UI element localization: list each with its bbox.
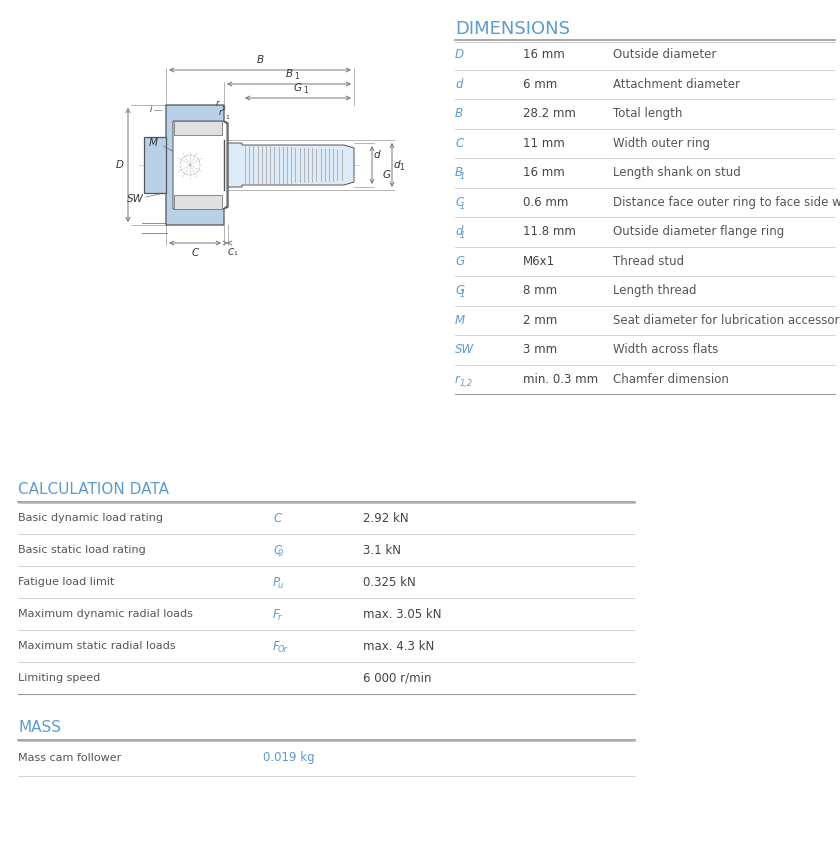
Text: r: r — [216, 99, 219, 108]
Text: 6 000 r/min: 6 000 r/min — [363, 671, 432, 684]
Text: r: r — [278, 614, 281, 622]
Text: M6x1: M6x1 — [523, 254, 555, 268]
Text: Thread stud: Thread stud — [613, 254, 684, 268]
Text: DIMENSIONS: DIMENSIONS — [455, 20, 570, 38]
Text: Basic static load rating: Basic static load rating — [18, 545, 146, 555]
Text: P: P — [273, 575, 280, 589]
Text: Mass cam follower: Mass cam follower — [18, 753, 121, 763]
Text: max. 3.05 kN: max. 3.05 kN — [363, 608, 442, 620]
Text: 2.92 kN: 2.92 kN — [363, 511, 408, 524]
Polygon shape — [174, 195, 222, 209]
Text: Width outer ring: Width outer ring — [613, 137, 710, 150]
Text: 8 mm: 8 mm — [523, 284, 557, 297]
Text: Seat diameter for lubrication accessories: Seat diameter for lubrication accessorie… — [613, 314, 840, 327]
Text: G: G — [455, 254, 465, 268]
Text: C: C — [455, 196, 463, 208]
Polygon shape — [224, 143, 354, 187]
Text: Maximum dynamic radial loads: Maximum dynamic radial loads — [18, 609, 193, 619]
Text: 1: 1 — [303, 86, 307, 95]
Text: d: d — [374, 150, 381, 160]
Text: C: C — [273, 544, 281, 557]
Text: G: G — [455, 284, 465, 297]
Text: u: u — [278, 581, 283, 591]
Text: C: C — [192, 248, 198, 258]
Text: B: B — [455, 107, 463, 120]
Text: 0.6 mm: 0.6 mm — [523, 196, 569, 208]
Text: Limiting speed: Limiting speed — [18, 673, 100, 683]
Text: 16 mm: 16 mm — [523, 166, 564, 180]
Text: 11.8 mm: 11.8 mm — [523, 226, 576, 238]
Text: M: M — [455, 314, 465, 327]
Text: 1: 1 — [400, 163, 404, 173]
Text: 1: 1 — [459, 231, 465, 240]
Text: 1: 1 — [459, 290, 465, 299]
Text: SW: SW — [127, 194, 144, 204]
Text: 0: 0 — [278, 550, 283, 558]
Text: D: D — [116, 160, 124, 170]
Text: 0.019 kg: 0.019 kg — [263, 751, 315, 764]
Text: 28.2 mm: 28.2 mm — [523, 107, 576, 120]
Text: B: B — [256, 55, 264, 65]
Text: Distance face outer ring to face side washer: Distance face outer ring to face side wa… — [613, 196, 840, 208]
Text: 3 mm: 3 mm — [523, 343, 557, 357]
Text: Outside diameter flange ring: Outside diameter flange ring — [613, 226, 785, 238]
Text: Width across flats: Width across flats — [613, 343, 718, 357]
Text: 1: 1 — [233, 251, 237, 256]
Polygon shape — [174, 121, 222, 135]
Text: 11 mm: 11 mm — [523, 137, 564, 150]
Text: Fatigue load limit: Fatigue load limit — [18, 577, 114, 587]
Text: 2: 2 — [222, 106, 226, 111]
Text: M: M — [149, 138, 158, 148]
Text: r: r — [455, 373, 459, 386]
Text: d: d — [455, 77, 463, 91]
Text: SW: SW — [455, 343, 474, 357]
Text: r: r — [219, 108, 223, 117]
Text: 1,2: 1,2 — [459, 379, 473, 387]
Text: d: d — [394, 160, 401, 170]
Text: Outside diameter: Outside diameter — [613, 49, 717, 61]
Text: 1: 1 — [225, 115, 228, 120]
Text: 3.1 kN: 3.1 kN — [363, 544, 401, 557]
Text: d: d — [455, 226, 463, 238]
Text: min. 0.3 mm: min. 0.3 mm — [523, 373, 598, 386]
Text: 1: 1 — [295, 72, 299, 81]
Polygon shape — [166, 105, 228, 225]
Text: C: C — [273, 511, 281, 524]
Text: G: G — [383, 170, 391, 180]
Text: 1: 1 — [459, 172, 465, 181]
Polygon shape — [173, 121, 227, 209]
Text: Attachment diameter: Attachment diameter — [613, 77, 740, 91]
Text: max. 4.3 kN: max. 4.3 kN — [363, 639, 434, 653]
Text: Length thread: Length thread — [613, 284, 696, 297]
Text: B: B — [455, 166, 463, 180]
Text: C: C — [455, 137, 463, 150]
Text: Length shank on stud: Length shank on stud — [613, 166, 741, 180]
Text: Maximum static radial loads: Maximum static radial loads — [18, 641, 176, 651]
Text: MASS: MASS — [18, 720, 61, 735]
Text: Or: Or — [278, 645, 287, 654]
Text: G: G — [294, 83, 302, 93]
Text: B: B — [286, 69, 292, 79]
Text: D: D — [455, 49, 464, 61]
Text: Total length: Total length — [613, 107, 682, 120]
Text: 2 mm: 2 mm — [523, 314, 557, 327]
Text: 6 mm: 6 mm — [523, 77, 557, 91]
Polygon shape — [144, 137, 166, 193]
Text: F: F — [273, 639, 280, 653]
Text: 16 mm: 16 mm — [523, 49, 564, 61]
Text: 1: 1 — [459, 202, 465, 210]
Text: i: i — [150, 106, 152, 115]
Text: C: C — [228, 248, 234, 257]
Text: 0.325 kN: 0.325 kN — [363, 575, 416, 589]
Text: Chamfer dimension: Chamfer dimension — [613, 373, 729, 386]
Text: CALCULATION DATA: CALCULATION DATA — [18, 482, 169, 497]
Text: Basic dynamic load rating: Basic dynamic load rating — [18, 513, 163, 523]
Text: F: F — [273, 608, 280, 620]
